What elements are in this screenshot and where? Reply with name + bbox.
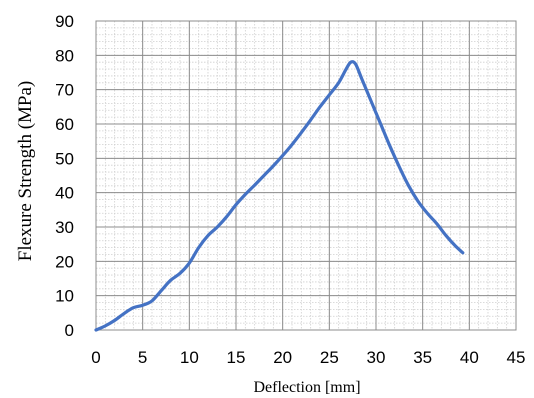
x-tick-label: 10 xyxy=(180,348,199,367)
x-tick-label: 15 xyxy=(227,348,246,367)
x-axis-title: Deflection [mm] xyxy=(253,379,360,396)
x-tick-label: 40 xyxy=(460,348,479,367)
minor-gridlines xyxy=(95,20,517,331)
y-tick-label: 40 xyxy=(55,184,74,203)
y-tick-label: 30 xyxy=(55,218,74,237)
x-tick-label: 25 xyxy=(320,348,339,367)
y-tick-label: 90 xyxy=(55,12,74,31)
x-tick-label: 35 xyxy=(413,348,432,367)
y-axis-tick-labels: 0 10 20 30 40 50 60 70 80 90 xyxy=(55,12,74,340)
plot-area-frame xyxy=(95,20,517,331)
y-tick-label: 60 xyxy=(55,115,74,134)
x-axis-tick-labels: 0 5 10 15 20 25 30 35 40 45 xyxy=(91,348,525,367)
x-tick-label: 30 xyxy=(367,348,386,367)
y-tick-label: 10 xyxy=(55,287,74,306)
x-tick-label: 45 xyxy=(507,348,526,367)
y-tick-label: 0 xyxy=(65,321,74,340)
x-tick-label: 0 xyxy=(91,348,100,367)
y-axis-title: Flexure Strength (MPa) xyxy=(15,81,36,261)
y-tick-label: 80 xyxy=(55,46,74,65)
x-tick-label: 5 xyxy=(138,348,147,367)
major-gridlines xyxy=(95,20,517,331)
series-line xyxy=(94,60,465,332)
x-tick-label: 20 xyxy=(273,348,292,367)
y-tick-label: 20 xyxy=(55,252,74,271)
y-tick-label: 70 xyxy=(55,81,74,100)
data-series xyxy=(94,60,465,332)
y-tick-label: 50 xyxy=(55,149,74,168)
